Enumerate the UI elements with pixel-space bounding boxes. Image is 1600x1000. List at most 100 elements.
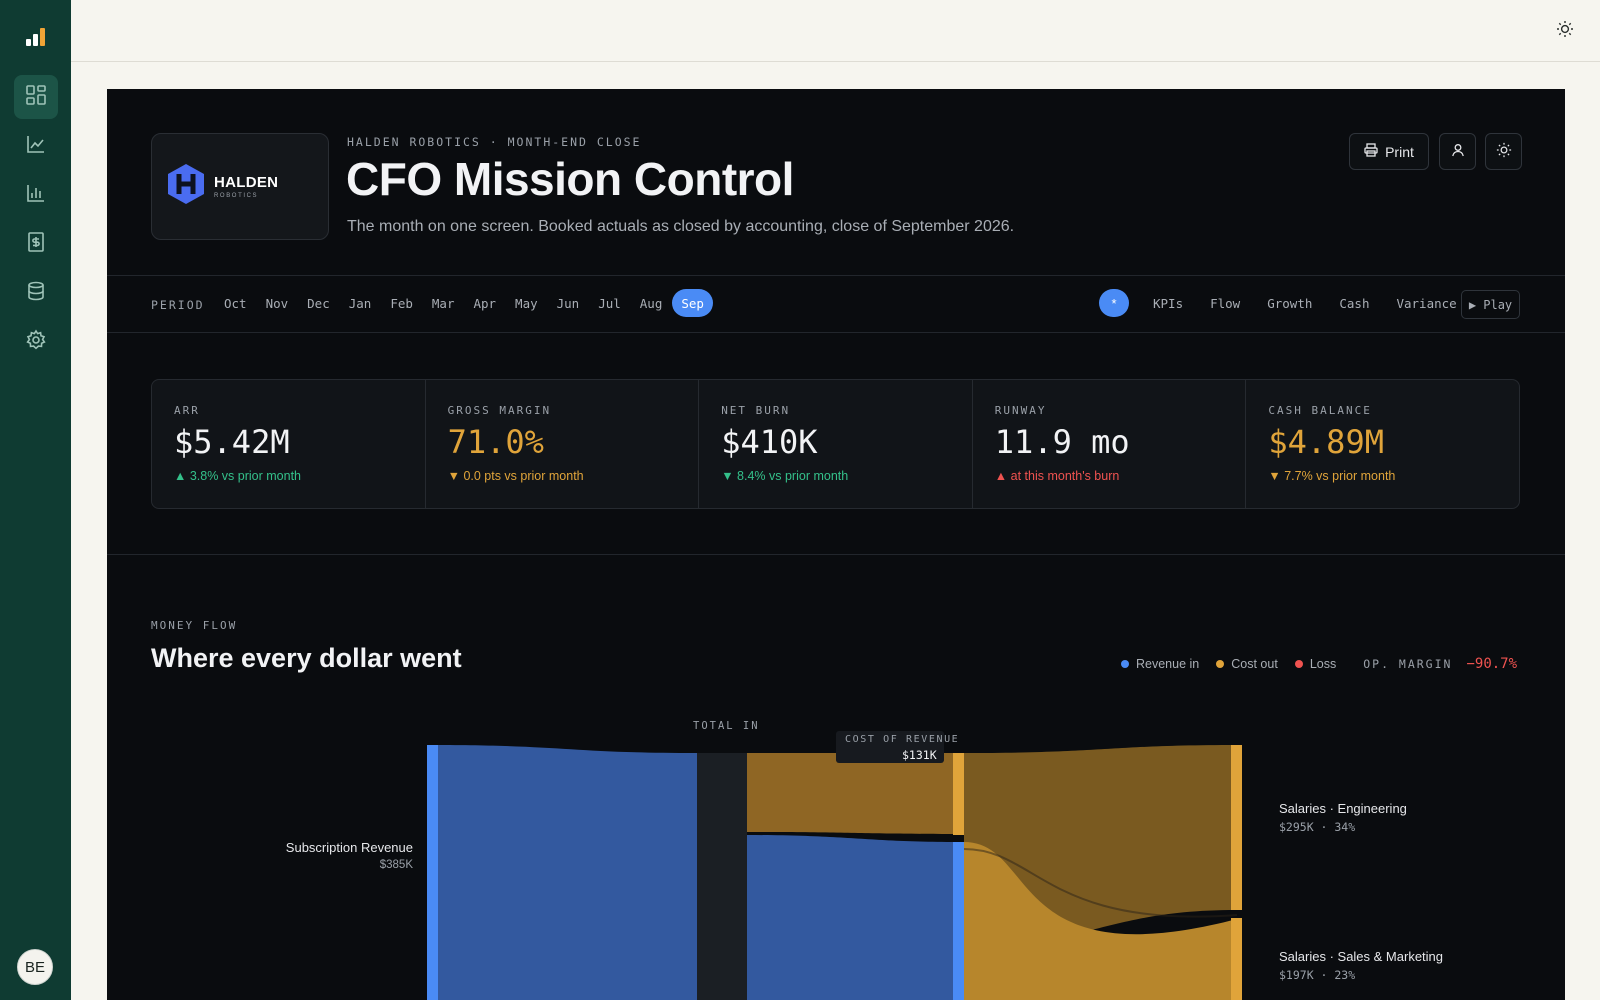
panel-theme-button[interactable] xyxy=(1485,133,1522,170)
month-may[interactable]: May xyxy=(515,295,538,311)
dashboard-panel: HALDEN ROBOTICS HALDEN ROBOTICS · MONTH-… xyxy=(107,89,1565,1000)
month-oct[interactable]: Oct xyxy=(224,295,247,311)
month-jul[interactable]: Jul xyxy=(598,295,621,311)
page-title: CFO Mission Control xyxy=(346,153,794,205)
kpi-value: 71.0% xyxy=(447,423,544,461)
user-button[interactable] xyxy=(1439,133,1476,170)
cost-of-revenue-value: $131K xyxy=(902,748,937,762)
sun-icon xyxy=(1556,20,1574,43)
flow-to-sal-sm xyxy=(964,842,1237,1000)
sidebar: BE xyxy=(0,0,71,1000)
kpi-value: $5.42M xyxy=(174,423,290,461)
sidebar-item-data[interactable] xyxy=(14,271,58,315)
all-sections-button[interactable]: * xyxy=(1099,289,1129,317)
month-apr[interactable]: Apr xyxy=(473,295,497,311)
cogs-tag-bg xyxy=(836,731,944,763)
legend-item-revenue: Revenue in xyxy=(1121,657,1199,671)
kpi-card-gross-margin: GROSS MARGIN 71.0% ▼ 0.0 pts vs prior mont… xyxy=(426,380,700,508)
divider xyxy=(107,275,1565,276)
kpi-delta: ▲ 3.8% vs prior month xyxy=(174,469,302,483)
kpi-delta: ▼ 7.7% vs prior month xyxy=(1268,469,1396,483)
node-subscription xyxy=(427,745,438,1000)
month-mar[interactable]: Mar xyxy=(431,295,455,311)
hexagon-logo-icon xyxy=(166,162,206,211)
legend-label: Revenue in xyxy=(1136,657,1200,671)
kpi-label: RUNWAY xyxy=(994,404,1047,417)
legend-item-cost: Cost out xyxy=(1216,657,1278,671)
kpi-delta: ▼ 0.0 pts vs prior month xyxy=(447,469,584,483)
legend-label: Loss xyxy=(1309,657,1337,671)
tab-cash[interactable]: Cash xyxy=(1339,295,1370,311)
legend-item-loss: Loss xyxy=(1294,657,1337,671)
sidebar-item-invoices[interactable] xyxy=(14,222,58,266)
divider xyxy=(107,554,1565,555)
month-selector: Oct Nov Dec Jan Feb Mar Apr May Jun Jul Aug Sep xyxy=(215,289,714,317)
page-subtitle: The month on one screen. Booked actuals … xyxy=(347,218,1015,235)
tab-growth[interactable]: Growth xyxy=(1267,295,1313,311)
month-jan[interactable]: Jan xyxy=(348,295,372,311)
month-nov[interactable]: Nov xyxy=(265,295,289,311)
sidebar-item-settings[interactable] xyxy=(14,320,58,364)
page-eyebrow: HALDEN ROBOTICS · MONTH-END CLOSE xyxy=(347,135,642,149)
month-aug[interactable]: Aug xyxy=(639,295,663,311)
money-flow-sankey xyxy=(427,731,1242,1000)
kpi-value: $4.89M xyxy=(1268,423,1384,461)
total-in-label: TOTAL IN xyxy=(693,720,760,732)
node-sal-eng xyxy=(1231,745,1242,910)
bar-chart-icon xyxy=(25,182,47,209)
month-feb[interactable]: Feb xyxy=(390,295,413,311)
top-bar xyxy=(71,0,1600,62)
node-sal-sm xyxy=(1231,918,1242,1000)
print-label: Print xyxy=(1385,143,1414,160)
kpi-label: ARR xyxy=(174,404,200,417)
bar-chart-logo-icon[interactable] xyxy=(14,16,56,58)
gear-icon xyxy=(25,328,47,356)
divider xyxy=(107,332,1565,333)
flow-overlay xyxy=(963,848,1238,918)
kpi-label: CASH BALANCE xyxy=(1268,404,1372,417)
month-jun[interactable]: Jun xyxy=(556,295,580,311)
section-title: Where every dollar went xyxy=(151,643,462,673)
kpi-delta: ▲ at this month's burn xyxy=(994,469,1120,483)
sidebar-item-reports[interactable] xyxy=(14,173,58,217)
play-button[interactable]: ▶ Play xyxy=(1461,290,1520,319)
kpi-delta: ▼ 8.4% vs prior month xyxy=(721,469,849,483)
legend-dot xyxy=(1121,660,1129,668)
kpi-value: $410K xyxy=(721,423,818,461)
avatar[interactable]: BE xyxy=(17,949,53,985)
node-gross-profit xyxy=(953,842,964,1000)
line-chart-icon xyxy=(25,133,47,160)
flow-total-to-gross xyxy=(747,835,957,1000)
node-label-subscription: Subscription Revenue xyxy=(285,840,413,855)
cost-of-revenue-label: COST OF REVENUE xyxy=(845,734,960,745)
printer-icon xyxy=(1364,143,1378,160)
theme-toggle-button[interactable] xyxy=(1552,18,1578,44)
node-label-sal-eng: Salaries · Engineering xyxy=(1279,801,1407,816)
node-value-sal-eng: $295K · 34% xyxy=(1279,820,1356,834)
tab-kpis[interactable]: KPIs xyxy=(1153,295,1184,311)
kpi-card-cash-balance: CASH BALANCE $4.89M ▼ 7.7% vs prior month xyxy=(1246,380,1519,508)
legend-dot xyxy=(1294,660,1303,668)
receipt-icon xyxy=(25,231,47,258)
kpi-row: ARR $5.42M ▲ 3.8% vs prior month GROSS MARG… xyxy=(151,379,1520,509)
period-label: PERIOD xyxy=(151,298,205,312)
month-sep[interactable]: Sep xyxy=(672,289,713,317)
sun-icon xyxy=(1496,142,1512,161)
kpi-label: GROSS MARGIN xyxy=(447,404,552,417)
sidebar-item-dashboard[interactable] xyxy=(14,75,58,119)
op-margin-label: OP. MARGIN xyxy=(1363,657,1453,671)
tab-flow[interactable]: Flow xyxy=(1210,295,1241,311)
kpi-card-arr: ARR $5.42M ▲ 3.8% vs prior month xyxy=(152,380,426,508)
tab-variance[interactable]: Variance xyxy=(1396,295,1457,311)
logo-name: HALDEN xyxy=(214,174,279,191)
sidebar-item-trends[interactable] xyxy=(14,124,58,168)
print-button[interactable]: Print xyxy=(1349,133,1429,170)
kpi-value: 11.9 mo xyxy=(994,423,1130,461)
kpi-card-net-burn: NET BURN $410K ▼ 8.4% vs prior month xyxy=(699,380,973,508)
node-cost-of-revenue xyxy=(953,753,964,835)
section-nav: KPIs Flow Growth Cash Variance xyxy=(1143,289,1474,317)
user-icon xyxy=(1451,143,1465,160)
legend-dot xyxy=(1216,660,1225,668)
grid-icon xyxy=(25,84,47,111)
month-dec[interactable]: Dec xyxy=(307,295,330,311)
